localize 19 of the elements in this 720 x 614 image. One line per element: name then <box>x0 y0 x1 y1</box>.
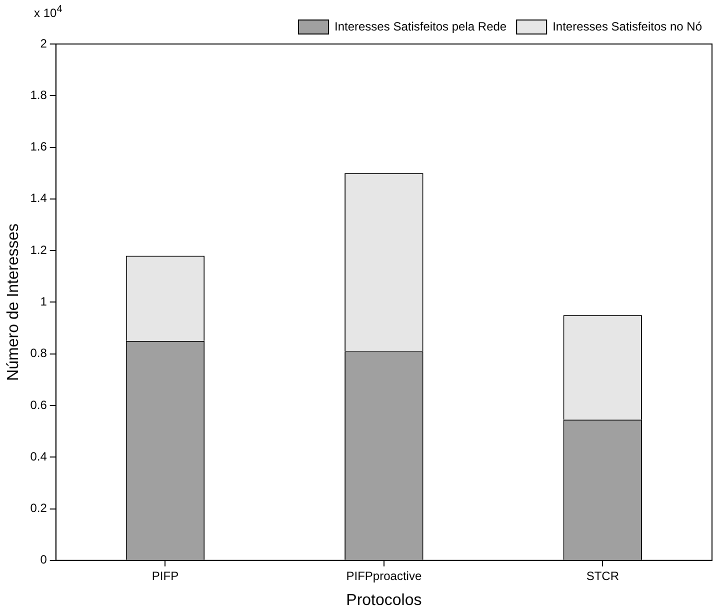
legend-label: Interesses Satisfeitos no Nó <box>552 19 702 34</box>
y-tick-label: 0.4 <box>30 449 48 464</box>
y-tick-label: 2 <box>40 36 48 50</box>
y-axis-title: Número de Interesses <box>5 223 22 381</box>
y-tick-label: 1.8 <box>30 88 48 102</box>
x-axis-title: Protocolos <box>346 592 422 609</box>
x-tick-label: PIFPproactive <box>346 568 422 583</box>
y-tick-label: 1.2 <box>30 242 48 257</box>
y-tick-label: 0.8 <box>30 346 48 360</box>
text: x 10$^{4}$ <box>34 4 62 20</box>
y-tick-label: 0 <box>40 552 48 567</box>
y-tick-label: 1 <box>40 294 48 309</box>
legend-label: Interesses Satisfeitos pela Rede <box>334 19 507 34</box>
y-tick-label: 1.4 <box>30 191 48 206</box>
y-tick-label: 0.6 <box>30 398 48 412</box>
x-tick-label: STCR <box>586 568 620 583</box>
y-tick-label: 1.6 <box>30 140 48 154</box>
x-tick-label: PIFP <box>152 568 179 583</box>
y-tick-label: 0.2 <box>30 501 48 516</box>
